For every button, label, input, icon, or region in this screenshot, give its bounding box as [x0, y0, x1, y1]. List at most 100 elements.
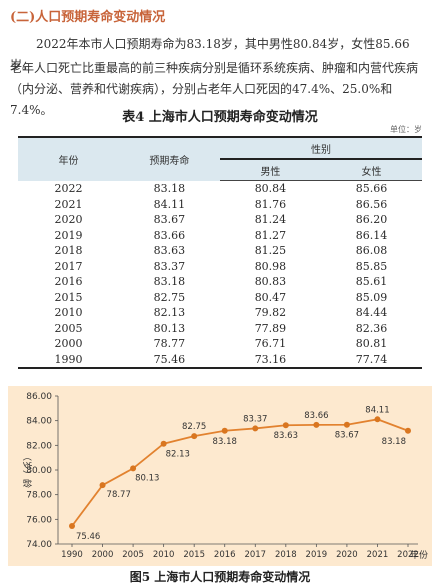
- cell-year: 2022: [54, 182, 83, 195]
- table-row: 2010 82.13 79.82 84.44: [18, 305, 422, 321]
- x-tick-label: 2022: [397, 550, 419, 560]
- figure-title: 图5 上海市人口预期寿命变动情况: [129, 570, 311, 584]
- y-tick-label: 76.00: [26, 515, 52, 525]
- data-label: 82.13: [166, 450, 190, 460]
- y-tick-label: 82.00: [26, 441, 52, 451]
- cell-female: 86.56: [355, 197, 388, 211]
- chart-background: [8, 386, 432, 566]
- data-label: 83.18: [382, 437, 406, 447]
- cell-female: 85.85: [355, 259, 388, 273]
- y-axis-label: （岁）龄: [21, 452, 33, 488]
- cell-female: 85.61: [355, 275, 388, 289]
- table-title: 表4 上海市人口预期寿命变动情况: [122, 110, 318, 125]
- cell-life: 83.37: [153, 259, 186, 273]
- cell-life: 84.11: [153, 197, 186, 211]
- cell-year: 2005: [54, 321, 83, 335]
- cell-female: 85.09: [355, 290, 388, 304]
- table-row: 2017 83.37 80.98 85.85: [18, 259, 422, 275]
- data-label: 83.67: [335, 431, 359, 441]
- header-year: 年份: [18, 136, 119, 181]
- data-label: 83.18: [213, 437, 237, 447]
- table-unit: 单位：岁: [390, 125, 422, 134]
- table-row: 2018 83.63 81.25 86.08: [18, 243, 422, 259]
- table-row: 2015 82.75 80.47 85.09: [18, 290, 422, 306]
- header-gender: 性别: [219, 136, 422, 160]
- line-chart-svg: 74.00 76.00 78.00 80.00 82.00 84.00 86.00 （岁）龄年…: [8, 386, 432, 566]
- cell-male: 81.27: [254, 228, 287, 242]
- y-tick-label: 80.00: [26, 466, 52, 476]
- y-tick-label: 86.00: [26, 392, 52, 402]
- y-tick-label: 84.00: [26, 417, 52, 427]
- cell-year: 2021: [54, 197, 83, 211]
- cell-life: 78.77: [153, 337, 186, 351]
- y-tick-label: 74.00: [26, 540, 52, 550]
- data-point: [160, 440, 167, 447]
- cell-life: 83.66: [153, 228, 186, 242]
- header-male: 男性: [219, 158, 321, 181]
- data-label: 84.11: [365, 405, 389, 415]
- cell-male: 81.76: [254, 197, 287, 211]
- data-label: 80.13: [135, 473, 159, 483]
- cell-male: 76.71: [254, 337, 287, 351]
- x-tick-label: 1990: [61, 550, 83, 560]
- x-tick-label: 2005: [122, 550, 144, 560]
- cell-life: 83.63: [153, 244, 186, 258]
- header-female: 女性: [320, 158, 422, 181]
- cell-life: 75.46: [118, 351, 220, 369]
- table-row: 2016 83.18 80.83 85.61: [18, 274, 422, 290]
- table-row: 2020 83.67 81.24 86.20: [18, 212, 422, 228]
- data-point: [130, 465, 137, 472]
- table-row: 2019 83.66 81.27 86.14: [18, 228, 422, 244]
- x-tick-label: 2017: [244, 550, 266, 560]
- cell-life: 83.18: [153, 275, 186, 289]
- cell-female: 86.20: [355, 213, 388, 227]
- section-title: (二)人口预期寿命变动情况: [10, 10, 166, 25]
- cell-year: 1990: [18, 351, 119, 369]
- x-tick-label: 2016: [214, 550, 236, 560]
- data-point: [374, 416, 381, 423]
- life-expectancy-chart: 74.00 76.00 78.00 80.00 82.00 84.00 86.00 （岁）龄年…: [8, 386, 432, 566]
- table-row: 1990 75.46 73.16 77.74: [18, 351, 422, 369]
- data-point: [191, 433, 198, 440]
- cell-year: 2010: [54, 306, 83, 320]
- cell-year: 2000: [54, 337, 83, 351]
- life-expectancy-table: 年份 预期寿命 性别 男性 女性 2022 83.18 80.84 85.66 2021…: [18, 136, 422, 369]
- x-tick-label: 2018: [275, 550, 297, 560]
- x-tick-label: 2015: [183, 550, 205, 560]
- cell-female: 80.81: [355, 337, 388, 351]
- x-tick-label: 2000: [92, 550, 114, 560]
- cell-year: 2018: [54, 244, 83, 258]
- data-point: [405, 427, 411, 434]
- cell-life: 83.67: [153, 213, 186, 227]
- cell-male: 80.47: [254, 290, 287, 304]
- data-point: [69, 522, 75, 529]
- cell-male: 80.83: [254, 275, 287, 289]
- paragraph-diseases: 老年人口死亡比重最高的前三种疾病分别是循环系统疾病、肿瘤和内营代疾病（内分泌、营…: [10, 61, 419, 117]
- x-tick-label: 2021: [367, 550, 389, 560]
- data-label: 83.37: [243, 414, 267, 424]
- table-row: 2022 83.18 80.84 85.66: [18, 181, 422, 197]
- data-label: 83.66: [304, 411, 328, 421]
- cell-year: 2017: [54, 259, 83, 273]
- cell-male: 80.98: [254, 259, 287, 273]
- cell-year: 2020: [54, 213, 83, 227]
- cell-male: 73.16: [219, 351, 321, 369]
- cell-life: 82.13: [153, 306, 186, 320]
- cell-male: 79.82: [254, 306, 287, 320]
- cell-male: 77.89: [254, 321, 287, 335]
- cell-life: 82.75: [153, 290, 186, 304]
- data-label: 75.46: [76, 532, 100, 542]
- data-point: [313, 421, 320, 428]
- table-row: 2000 78.77 76.71 80.81: [18, 336, 422, 352]
- x-tick-label: 2020: [336, 550, 358, 560]
- data-point: [99, 482, 106, 489]
- cell-life: 83.18: [153, 182, 186, 195]
- cell-male: 81.24: [254, 213, 287, 227]
- y-tick-label: 78.00: [26, 491, 52, 501]
- cell-female: 84.44: [355, 306, 388, 320]
- cell-year: 2019: [54, 228, 83, 242]
- data-label: 82.75: [182, 422, 206, 432]
- cell-female: 86.14: [355, 228, 388, 242]
- cell-male: 80.84: [254, 182, 287, 196]
- cell-female: 82.36: [355, 321, 388, 335]
